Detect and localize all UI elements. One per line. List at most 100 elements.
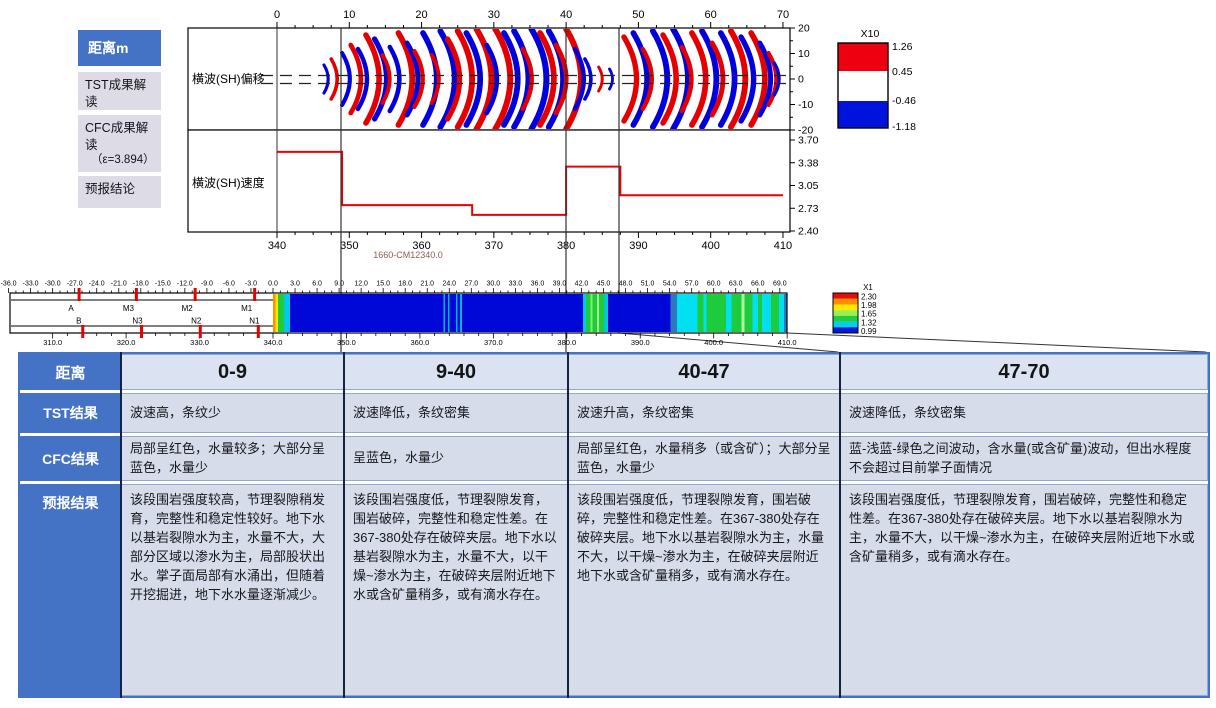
strip-ruler-top-label: 39.0 bbox=[553, 281, 567, 288]
migration-y-label: -20 bbox=[798, 125, 813, 137]
strip-ruler-top-label: -6.0 bbox=[223, 281, 235, 288]
x-axis-tick-label: 70 bbox=[777, 9, 789, 21]
strip-ruler-top-label: 24.0 bbox=[442, 281, 456, 288]
table-cell: 波速降低，条纹密集 bbox=[344, 393, 568, 433]
legend-top-scale: X10 bbox=[861, 28, 880, 40]
seismic-arc bbox=[484, 42, 500, 116]
strip-ruler-top-label: 69.0 bbox=[773, 281, 787, 288]
legend-strip-value: 1.98 bbox=[861, 301, 877, 310]
strip-ruler-top-label: 36.0 bbox=[531, 281, 545, 288]
sidebar-item-distance: 距离m bbox=[78, 30, 161, 66]
table-cell: 波速高，条纹少 bbox=[121, 393, 344, 433]
seismic-arc bbox=[501, 30, 521, 128]
cfc-label: CFC成果解读 bbox=[85, 121, 149, 152]
seismic-arc bbox=[670, 29, 691, 129]
strip-ruler-bottom-label: 320.0 bbox=[117, 338, 136, 347]
column-divider bbox=[567, 352, 569, 698]
chainage-tick-label: 360 bbox=[412, 240, 430, 252]
strip-frame bbox=[9, 292, 788, 334]
legend-band bbox=[838, 43, 888, 71]
chainage-tick-label: 410 bbox=[774, 240, 792, 252]
seismic-arc bbox=[621, 34, 640, 124]
seismic-arc bbox=[748, 30, 768, 128]
seismic-arc bbox=[757, 40, 773, 118]
strip-ruler-top-label: 6.0 bbox=[312, 281, 322, 288]
sensor-marker-label: M3 bbox=[123, 304, 135, 313]
chainage-tick-label: 390 bbox=[629, 240, 647, 252]
velocity-y-label: 2.40 bbox=[798, 226, 819, 238]
seismic-arc bbox=[355, 46, 370, 112]
seismic-arc bbox=[699, 29, 720, 129]
seismic-arc bbox=[545, 29, 566, 129]
seismic-arc bbox=[537, 30, 557, 128]
seismic-arc bbox=[380, 53, 392, 105]
seismic-arc bbox=[738, 34, 757, 124]
seismic-arc bbox=[597, 65, 604, 93]
table-corner-label: 距离 bbox=[20, 354, 121, 390]
strip-ruler-bottom-label: 400.0 bbox=[704, 338, 723, 347]
seismic-arc bbox=[766, 50, 779, 108]
seismic-arc bbox=[463, 30, 483, 128]
cfc-epsilon: （ε=3.894） bbox=[91, 154, 155, 166]
strip-ruler-bottom-label: 360.0 bbox=[411, 338, 430, 347]
strip-ruler-top-label: -3.0 bbox=[245, 281, 257, 288]
chainage-tick-label: 340 bbox=[268, 240, 286, 252]
table-cell: 该段围岩强度较高，节理裂隙稍发育，完整性和稳定性较好。地下水以基岩裂隙水为主，水… bbox=[121, 484, 344, 696]
strip-ruler-top-label: 33.0 bbox=[509, 281, 523, 288]
legend-top-value: 1.26 bbox=[892, 41, 913, 53]
seismic-arc bbox=[528, 29, 550, 129]
legend-strip-value: 1.65 bbox=[861, 310, 877, 319]
seismic-arc bbox=[329, 57, 340, 101]
seismic-arc bbox=[437, 29, 458, 129]
sensor-marker-label: M2 bbox=[182, 304, 194, 313]
seismic-arc bbox=[563, 29, 584, 129]
table-cell: 该段围岩强度低，节理裂隙发育，围岩破碎，完整性和稳定性差。在367-380处存在… bbox=[344, 484, 568, 696]
strip-ruler-bottom-label: 340.0 bbox=[264, 338, 283, 347]
column-header-0-9: 0-9 bbox=[121, 354, 344, 390]
column-header-47-70: 47-70 bbox=[840, 354, 1208, 390]
strip-ruler-top-label: 12.0 bbox=[354, 281, 368, 288]
row-label: TST结果 bbox=[20, 393, 121, 433]
legend-band bbox=[838, 101, 888, 128]
sensor-marker-label: N2 bbox=[191, 317, 202, 326]
strip-ruler-top-label: -21.0 bbox=[111, 281, 127, 288]
column-header-40-47: 40-47 bbox=[568, 354, 840, 390]
sensor-marker bbox=[256, 325, 260, 338]
sensor-marker bbox=[193, 288, 197, 301]
table-cell: 局部呈红色，水量较多；大部分呈蓝色，水量少 bbox=[121, 436, 344, 481]
velocity-y-label: 3.38 bbox=[798, 157, 819, 169]
chainage-tick-label: 350 bbox=[340, 240, 358, 252]
migration-panel-label: 横波(SH)偏移 bbox=[192, 71, 265, 86]
strip-ruler-top-label: 21.0 bbox=[420, 281, 434, 288]
strip-ruler-top-label: -27.0 bbox=[67, 281, 83, 288]
strip-ruler-bottom-label: 390.0 bbox=[631, 338, 650, 347]
seismic-arc bbox=[363, 32, 382, 126]
cfc-color-band bbox=[273, 294, 788, 332]
sensor-marker bbox=[198, 325, 202, 338]
legend-band bbox=[833, 293, 858, 299]
table-cell: 呈蓝色，水量少 bbox=[344, 436, 568, 481]
seismic-arc bbox=[404, 40, 421, 118]
table-cell: 该段围岩强度低，节理裂隙发育，围岩破碎，完整性和稳定性差。在367-380处存在… bbox=[568, 484, 840, 696]
strip-ruler-top-label: -30.0 bbox=[45, 281, 61, 288]
seismic-arc bbox=[583, 57, 593, 101]
migration-y-label: 20 bbox=[798, 23, 810, 35]
strip-ruler-top-label: -12.0 bbox=[177, 281, 193, 288]
seismic-arc bbox=[511, 29, 532, 129]
sensor-marker bbox=[253, 288, 257, 301]
strip-ruler-top-label: -15.0 bbox=[155, 281, 171, 288]
sensor-marker bbox=[140, 325, 144, 338]
seismic-arc bbox=[717, 30, 738, 128]
seismic-arc bbox=[348, 42, 364, 116]
strip-ruler-bottom-label: 410.0 bbox=[778, 338, 797, 347]
legend-strip-value: 0.99 bbox=[861, 327, 877, 336]
strip-ruler-top-label: -33.0 bbox=[23, 281, 39, 288]
velocity-y-label: 3.70 bbox=[798, 135, 819, 147]
strip-ruler-top-label: 30.0 bbox=[487, 281, 501, 288]
seismic-arc bbox=[640, 46, 654, 112]
table-cell: 波速降低，条纹密集 bbox=[840, 393, 1208, 433]
sidebar-item-cfc-interpretation: CFC成果解读 （ε=3.894） bbox=[78, 115, 161, 172]
results-table: 距离 0-9 9-40 40-47 47-70 TST结果 波速高，条纹少 波速降低，条纹密集… bbox=[18, 352, 1210, 698]
